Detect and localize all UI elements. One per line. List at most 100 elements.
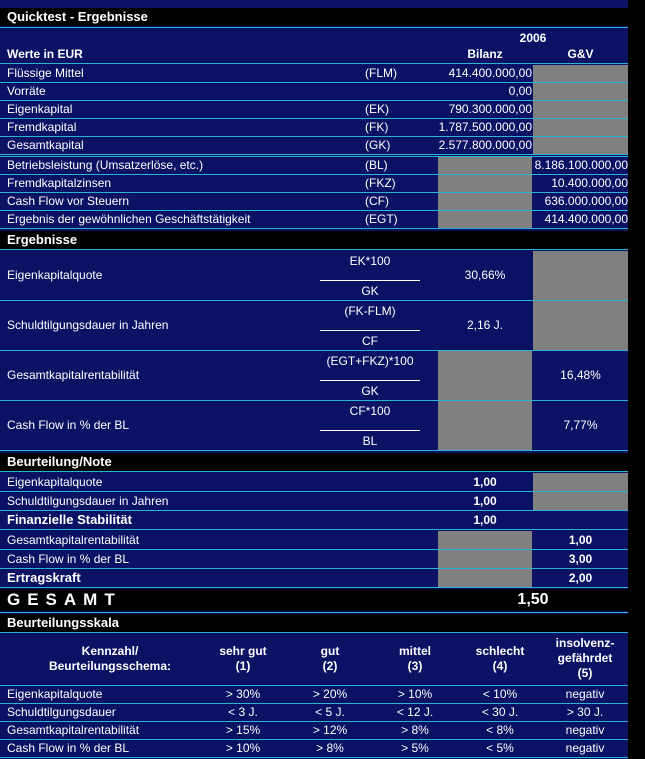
row-abbr: (BL) — [365, 158, 388, 172]
empty-cell — [438, 531, 532, 549]
row-label: Schuldtilgungsdauer in Jahren — [7, 318, 169, 332]
scale-header: mittel — [398, 644, 431, 658]
scale-value: < 3 J. — [228, 705, 258, 719]
scale-value: > 15% — [225, 723, 261, 737]
empty-cell — [438, 175, 532, 192]
bilanz-value: 2.577.800.000,00 — [438, 138, 532, 152]
empty-cell — [438, 193, 532, 210]
row-label: Cash Flow vor Steuern — [7, 194, 130, 208]
scale-header: schlecht — [475, 644, 525, 658]
scale-value: > 8% — [401, 723, 429, 737]
separator — [0, 174, 628, 175]
row-label: Fremdkapitalzinsen — [7, 176, 112, 190]
year: 2006 — [519, 31, 547, 45]
empty-cell — [438, 550, 532, 568]
scale-header: (4) — [492, 659, 508, 673]
scale-value: > 30 J. — [566, 705, 604, 719]
bilanz-value: 1.787.500.000,00 — [438, 120, 532, 134]
scale-label: Gesamtkapitalrentabilität — [7, 723, 140, 737]
separator — [0, 63, 628, 64]
row-label: Eigenkapital — [7, 102, 73, 116]
guv-value: 3,00 — [568, 552, 593, 566]
separator — [0, 549, 628, 550]
scale-value: > 30% — [225, 687, 261, 701]
row-label: Ertragskraft — [7, 570, 81, 585]
values-label: Werte in EUR — [7, 47, 83, 61]
separator — [0, 136, 628, 137]
row-label: Cash Flow in % der BL — [7, 418, 130, 432]
row-abbr: (FLM) — [365, 66, 397, 80]
bilanz-value: 1,00 — [473, 475, 497, 489]
row-label: Betriebsleistung (Umsatzerlöse, etc.) — [7, 158, 204, 172]
guv-value: 10.400.000,00 — [551, 176, 628, 190]
separator — [0, 685, 628, 686]
section-bar — [0, 614, 628, 632]
row-label: Gesamtkapitalrentabilität — [7, 533, 140, 547]
scale-value: < 8% — [486, 723, 514, 737]
title-bar — [0, 8, 628, 26]
bilanz-value: 790.300.000,00 — [448, 102, 532, 116]
row-label: Eigenkapitalquote — [7, 268, 103, 282]
scale-header: sehr gut — [219, 644, 267, 658]
scale-value: < 12 J. — [396, 705, 434, 719]
separator — [0, 450, 628, 451]
separator — [0, 491, 628, 492]
total-value: 1,50 — [517, 591, 549, 608]
row-abbr: (FKZ) — [365, 176, 396, 190]
guv-value: 636.000.000,00 — [544, 194, 628, 208]
row-label: Cash Flow in % der BL — [7, 552, 130, 566]
empty-cell — [533, 251, 628, 300]
fraction-line — [320, 380, 420, 381]
separator — [0, 612, 628, 613]
guv-value: 2,00 — [568, 571, 593, 585]
empty-cell — [533, 119, 628, 136]
scale-value: > 5% — [401, 741, 429, 755]
bilanz-value: 1,00 — [473, 513, 497, 527]
sheet: Quicktest - Ergebnisse 2006 Werte in EUR Bi… — [0, 0, 628, 759]
section-title: Beurteilung/Note — [7, 454, 112, 469]
empty-cell — [533, 301, 628, 350]
scale-value: negativ — [565, 723, 605, 737]
formula-denominator: GK — [361, 284, 379, 298]
formula-numerator: EK*100 — [349, 254, 391, 268]
scale-value: > 20% — [312, 687, 348, 701]
guv-value: 7,77% — [563, 418, 598, 432]
guv-header: G&V — [567, 47, 594, 61]
separator — [0, 703, 628, 704]
separator — [0, 300, 628, 301]
scale-header: gefährdet — [557, 651, 613, 665]
separator — [0, 210, 628, 211]
separator — [0, 757, 628, 758]
scale-value: > 12% — [312, 723, 348, 737]
scale-label: Cash Flow in % der BL — [7, 741, 130, 755]
formula-numerator: (FK-FLM) — [344, 304, 396, 318]
scale-header: (2) — [322, 659, 338, 673]
total-label: GESAMT — [7, 590, 122, 609]
row-label: Finanzielle Stabilität — [7, 512, 132, 527]
bilanz-value: 2,16 J. — [466, 318, 504, 332]
scale-label: Schuldtilgungsdauer — [7, 705, 116, 719]
fraction-line — [320, 330, 420, 331]
empty-cell — [533, 65, 628, 82]
row-abbr: (EK) — [365, 102, 389, 116]
formula-denominator: BL — [362, 434, 378, 448]
separator — [0, 154, 628, 155]
separator — [0, 529, 628, 530]
guv-value: 16,48% — [560, 368, 601, 382]
scale-header: (1) — [235, 659, 251, 673]
separator — [0, 587, 628, 588]
separator — [0, 471, 628, 472]
separator — [0, 350, 628, 351]
scale-value: < 30 J. — [481, 705, 519, 719]
guv-value: 1,00 — [568, 533, 593, 547]
scale-value: > 10% — [225, 741, 261, 755]
scale-label: Eigenkapitalquote — [7, 687, 103, 701]
empty-cell — [438, 401, 532, 450]
scale-value: negativ — [565, 741, 605, 755]
scale-header: (5) — [577, 666, 593, 680]
guv-value: 414.400.000,00 — [544, 212, 628, 226]
scale-header: Beurteilungsschema: — [48, 659, 172, 673]
separator — [0, 739, 628, 740]
scale-header: insolvenz- — [555, 636, 615, 650]
